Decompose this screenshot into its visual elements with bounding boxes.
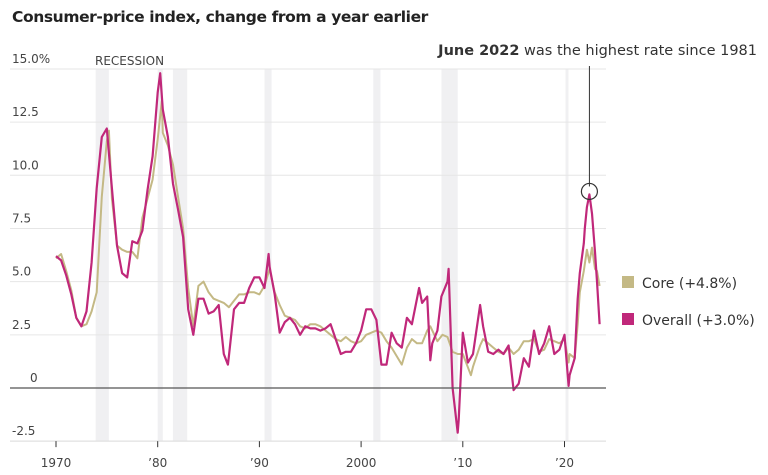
legend-label: Core (+4.8%) xyxy=(642,276,737,292)
annotation-text: June 2022 was the highest rate since 198… xyxy=(437,43,757,59)
chart-title: Consumer-price index, change from a year… xyxy=(12,8,428,26)
y-tick-label: 15.0% xyxy=(12,52,50,66)
y-tick-label: 12.5 xyxy=(12,105,39,119)
x-tick-label: 1970 xyxy=(41,456,72,470)
recession-band xyxy=(157,68,163,442)
legend-swatch xyxy=(622,313,634,325)
x-tick-label: 2000 xyxy=(346,456,377,470)
y-tick-label: 0 xyxy=(30,371,38,385)
y-tick-label: 7.5 xyxy=(12,211,31,225)
y-tick-label: 10.0 xyxy=(12,158,39,172)
recession-band xyxy=(95,68,109,442)
y-tick-label: -2.5 xyxy=(12,424,35,438)
series-line-core xyxy=(55,99,601,377)
series-line-overall xyxy=(55,72,601,434)
recession-band xyxy=(565,68,569,442)
x-tick-label: ’20 xyxy=(555,456,574,470)
recession-label: RECESSION xyxy=(95,54,164,68)
recession-band xyxy=(441,68,458,442)
recession-band xyxy=(172,68,188,442)
y-tick-label: 2.5 xyxy=(12,318,31,332)
legend-swatch xyxy=(622,276,634,288)
x-tick-label: ’10 xyxy=(453,456,472,470)
annotation-bold: June 2022 xyxy=(437,43,519,59)
annotation-circle xyxy=(580,182,599,201)
legend-label: Overall (+3.0%) xyxy=(642,313,755,329)
x-tick-label: ’80 xyxy=(148,456,167,470)
annotation-rest: was the highest rate since 1981 xyxy=(519,43,757,59)
recession-band xyxy=(373,68,381,442)
x-tick-label: ’90 xyxy=(250,456,269,470)
y-tick-label: 5.0 xyxy=(12,265,31,279)
